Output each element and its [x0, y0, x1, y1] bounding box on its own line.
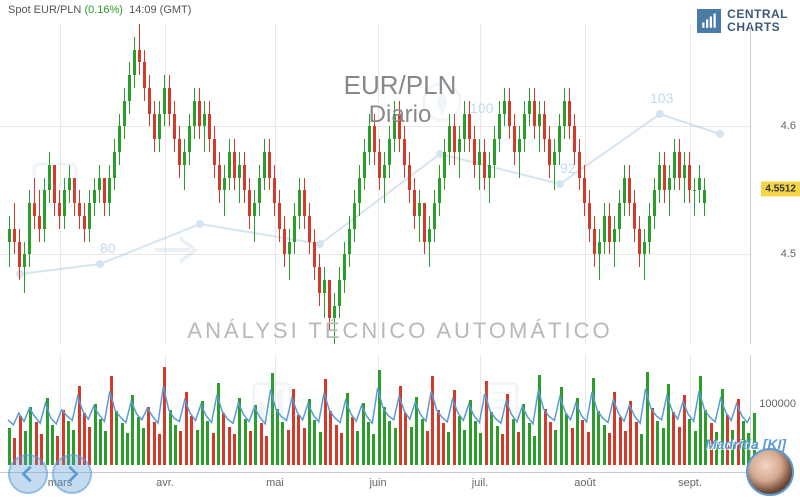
nav-prev-button[interactable] — [8, 454, 48, 494]
x-axis: marsavr.maijuinjuil.aoûtsept. — [0, 472, 750, 492]
vol-tick-label: 100000 — [759, 398, 796, 410]
instrument-name: Spot EUR/PLN — [8, 4, 81, 16]
price-chart[interactable] — [0, 24, 750, 344]
x-tick-label: sept. — [678, 477, 702, 489]
chart-header: Spot EUR/PLN (0.16%) 14:09 (GMT) — [8, 4, 191, 16]
pct-change: (0.16%) — [84, 4, 123, 16]
nav-next-button[interactable] — [52, 454, 92, 494]
volume-chart[interactable] — [0, 355, 750, 465]
y-tick-label: 4.5 — [781, 248, 796, 260]
timestamp: 14:09 (GMT) — [129, 4, 191, 16]
x-tick-label: juin — [369, 477, 386, 489]
x-tick-label: mai — [266, 477, 284, 489]
x-tick-label: avr. — [156, 477, 174, 489]
nav-controls — [8, 454, 92, 494]
price-y-axis: 4.5 4.6 4.5512 — [750, 24, 800, 344]
y-tick-label: 4.6 — [781, 120, 796, 132]
user-avatar-icon[interactable] — [746, 448, 794, 496]
current-price-tag: 4.5512 — [761, 181, 800, 196]
x-tick-label: juil. — [472, 477, 489, 489]
x-tick-label: août — [574, 477, 595, 489]
